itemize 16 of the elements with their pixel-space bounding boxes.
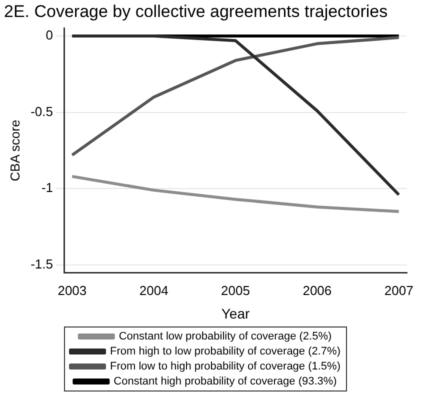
y-tick-label: -1 <box>41 180 53 196</box>
chart-title: 2E. Coverage by collective agreements trajectories <box>4 2 388 21</box>
y-tick-label: -0.5 <box>30 104 53 119</box>
legend-label: Constant high probability of coverage (93.3%) <box>114 376 337 388</box>
legend-label: From low to high probability of coverage (1.5%) <box>110 360 340 373</box>
y-tick-label: 0 <box>46 28 53 43</box>
x-tick-label: 2005 <box>221 282 250 298</box>
x-tick-label: 2003 <box>58 282 87 298</box>
y-tick-label: -1.5 <box>30 256 53 272</box>
y-axis-title: CBA score <box>7 120 22 182</box>
x-tick-label: 2006 <box>302 282 332 298</box>
x-tick-label: 2007 <box>384 282 414 298</box>
x-tick-label: 2004 <box>139 282 168 298</box>
legend-label: Constant low probability of coverage (2.5%) <box>118 330 332 343</box>
x-axis-title: Year <box>221 305 250 322</box>
legend-label: From high to low probability of coverage (2.7%) <box>110 346 340 358</box>
